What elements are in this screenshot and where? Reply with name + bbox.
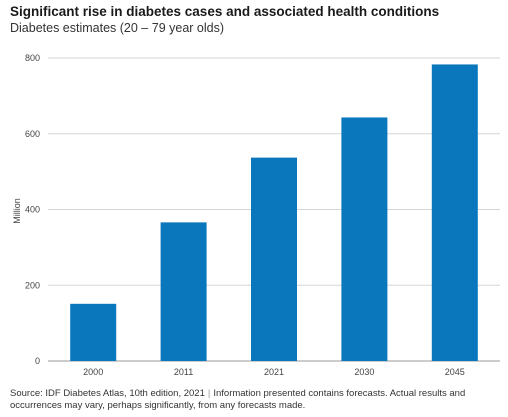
bar-2021 (251, 157, 297, 361)
y-tick-label: 400 (25, 205, 40, 215)
x-tick-label: 2011 (174, 367, 193, 377)
y-tick-label: 600 (25, 129, 40, 139)
separator: | (207, 388, 211, 399)
y-tick-label: 0 (35, 356, 40, 366)
x-tick-label: 2000 (83, 367, 103, 377)
y-axis-ticks: 0 200 400 600 800 (25, 53, 40, 366)
forecast-disclaimer: Information presented contains forecasts… (10, 388, 466, 411)
bar-2000 (70, 303, 117, 361)
x-tick-label: 2045 (445, 367, 465, 377)
x-tick-label: 2021 (264, 367, 284, 377)
chart-title: Significant rise in diabetes cases and a… (10, 4, 440, 19)
source-note: Source: IDF Diabetes Atlas, 10th edition… (10, 388, 502, 412)
y-axis-label: Million (12, 198, 22, 224)
bar-2045 (431, 64, 478, 361)
y-tick-label: 200 (25, 280, 40, 290)
y-tick-label: 800 (25, 53, 40, 63)
x-tick-label: 2030 (354, 367, 374, 377)
bars (70, 64, 478, 362)
bar-2030 (341, 117, 388, 362)
bar-2011 (160, 222, 207, 361)
source-text: Source: IDF Diabetes Atlas, 10th edition… (10, 388, 205, 399)
x-axis-ticks: 2000 2011 2021 2030 2045 (83, 367, 465, 377)
chart-subtitle: Diabetes estimates (20 – 79 year olds) (10, 21, 224, 35)
